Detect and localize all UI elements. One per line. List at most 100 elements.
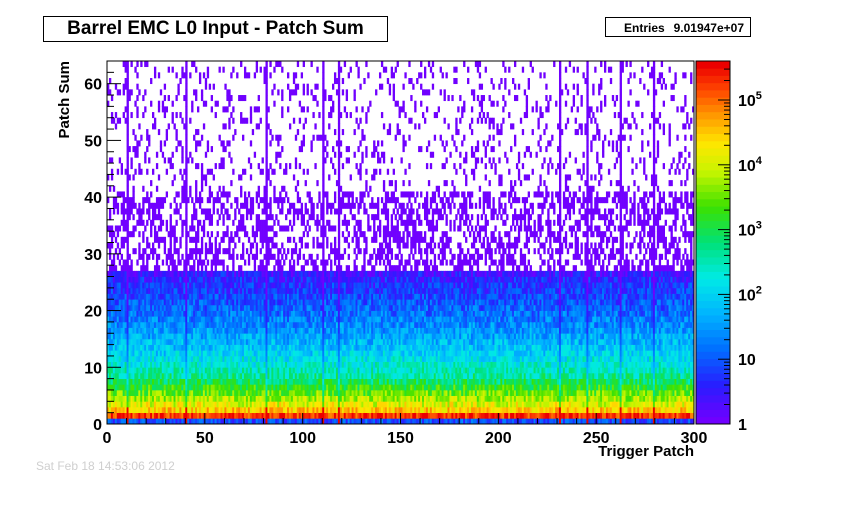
- heatmap-cell: [592, 367, 595, 374]
- heatmap-cell: [281, 389, 284, 396]
- heatmap-cell: [195, 361, 198, 368]
- heatmap-cell: [377, 395, 380, 402]
- heatmap-cell: [148, 361, 151, 368]
- heatmap-cell: [568, 389, 572, 396]
- heatmap-cell: [212, 418, 215, 425]
- heatmap-cell: [187, 395, 190, 402]
- heatmap-cell: [169, 406, 172, 413]
- heatmap-cell: [682, 406, 685, 413]
- heatmap-cell: [130, 384, 133, 391]
- heatmap-cell: [643, 406, 646, 413]
- heatmap-cell: [423, 378, 427, 385]
- heatmap-cell: [682, 401, 685, 408]
- heatmap-cell: [253, 384, 257, 391]
- heatmap-cell: [496, 418, 499, 425]
- heatmap-cell: [365, 401, 368, 408]
- heatmap-cell: [351, 378, 354, 385]
- heatmap-cell: [230, 384, 233, 391]
- heatmap-cell: [619, 412, 622, 419]
- heatmap-cell: [257, 389, 260, 396]
- heatmap-cell: [206, 389, 210, 396]
- heatmap-cell: [472, 378, 476, 385]
- heatmap-cell: [510, 395, 513, 402]
- heatmap-cell: [130, 395, 133, 402]
- heatmap-cell: [447, 401, 450, 408]
- heatmap-cell: [603, 367, 607, 374]
- heatmap-cell: [611, 395, 615, 402]
- heatmap-cell: [118, 395, 122, 402]
- heatmap-cell: [361, 412, 364, 419]
- heatmap-cell: [662, 378, 665, 385]
- heatmap-cell: [287, 395, 290, 402]
- heatmap-cell: [619, 372, 622, 379]
- heatmap-cell: [144, 372, 147, 379]
- heatmap-cell: [664, 395, 667, 402]
- heatmap-cell: [465, 401, 468, 408]
- heatmap-cell: [212, 378, 215, 385]
- heatmap-cell: [357, 367, 360, 374]
- heatmap-cell: [449, 389, 452, 396]
- heatmap-cell: [654, 412, 658, 419]
- heatmap-cell: [230, 378, 233, 385]
- heatmap-cell: [396, 406, 399, 413]
- heatmap-cell: [189, 384, 192, 391]
- heatmap-cell: [476, 372, 480, 379]
- heatmap-cell: [304, 367, 307, 374]
- heatmap-cell: [269, 372, 272, 379]
- heatmap-cell: [155, 361, 159, 368]
- heatmap-cell: [486, 372, 489, 379]
- heatmap-cell: [355, 389, 358, 396]
- heatmap-cell: [408, 384, 411, 391]
- heatmap-cell: [277, 389, 280, 396]
- heatmap-cell: [341, 418, 345, 425]
- heatmap-cell: [496, 412, 499, 419]
- heatmap-cell: [605, 401, 609, 408]
- heatmap-cell: [206, 372, 210, 379]
- heatmap-cell: [251, 412, 255, 419]
- heatmap-cell: [541, 406, 544, 413]
- heatmap-cell: [218, 395, 221, 402]
- heatmap-cell: [377, 372, 380, 379]
- heatmap-cell: [664, 378, 667, 385]
- heatmap-cell: [112, 395, 116, 402]
- heatmap-cell: [645, 378, 648, 385]
- heatmap-cell: [467, 384, 470, 391]
- heatmap-cell: [590, 401, 593, 408]
- heatmap-cell: [423, 372, 427, 379]
- heatmap-cell: [429, 412, 433, 419]
- heatmap-cell: [247, 412, 251, 419]
- heatmap-cell: [459, 384, 462, 391]
- heatmap-cell: [326, 372, 329, 379]
- heatmap-cell: [439, 406, 442, 413]
- heatmap-cell: [662, 384, 665, 391]
- heatmap-cell: [502, 406, 505, 413]
- heatmap-cell: [300, 418, 304, 425]
- heatmap-cell: [645, 389, 648, 396]
- heatmap-cell: [341, 378, 345, 385]
- heatmap-cell: [600, 418, 603, 425]
- heatmap-cell: [339, 389, 343, 396]
- heatmap-cell: [420, 406, 423, 413]
- heatmap-cell: [146, 378, 149, 385]
- heatmap-cell: [148, 372, 151, 379]
- heatmap-cell: [382, 389, 386, 396]
- heatmap-cell: [666, 401, 669, 408]
- heatmap-cell: [214, 389, 217, 396]
- heatmap-cell: [171, 378, 174, 385]
- heatmap-cell: [478, 389, 482, 396]
- heatmap-cell: [175, 361, 178, 368]
- heatmap-cell: [134, 389, 137, 396]
- heatmap-cell: [228, 389, 231, 396]
- heatmap-cell: [637, 401, 640, 408]
- heatmap-cell: [615, 395, 619, 402]
- heatmap-cell: [623, 384, 626, 391]
- heatmap-cell: [592, 406, 595, 413]
- heatmap-cell: [271, 384, 274, 391]
- heatmap-cell: [330, 418, 333, 425]
- heatmap-cell: [590, 372, 593, 379]
- heatmap-cell: [332, 389, 335, 396]
- heatmap-cell: [641, 406, 644, 413]
- heatmap-cell: [560, 418, 564, 425]
- heatmap-cell: [580, 418, 583, 425]
- heatmap-cell: [108, 401, 112, 408]
